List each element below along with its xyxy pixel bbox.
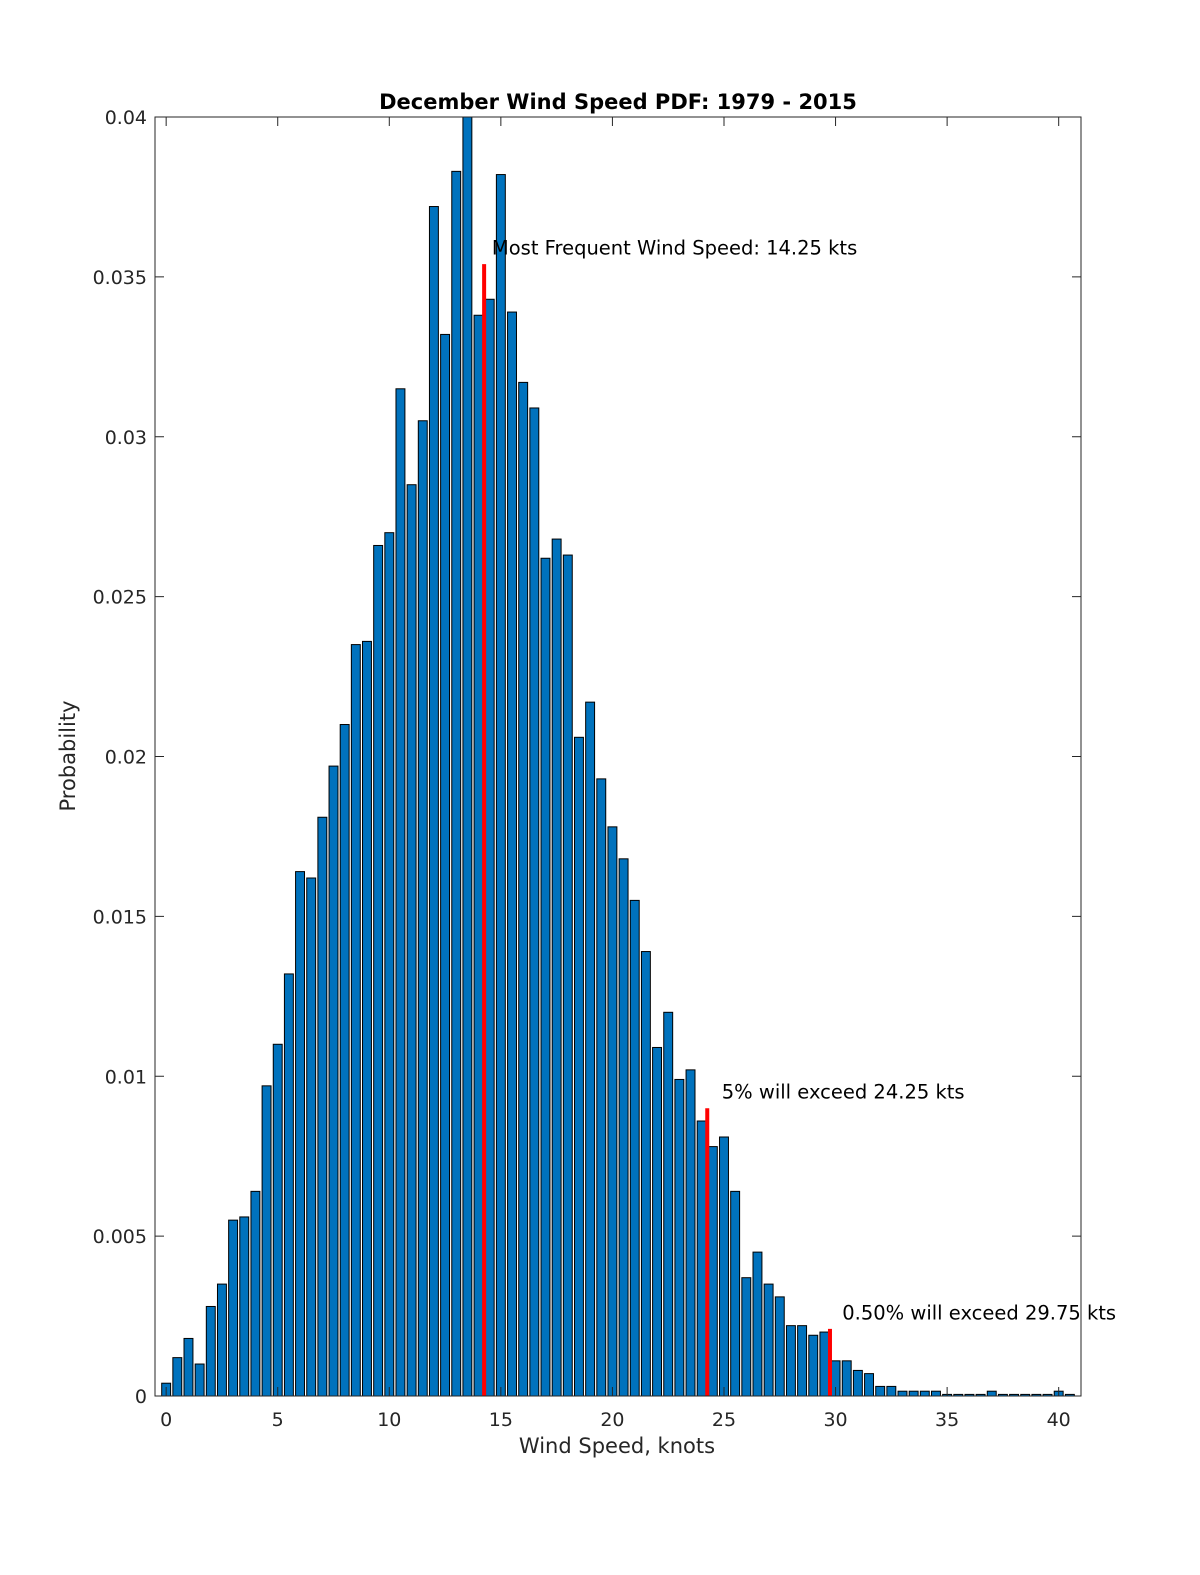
histogram-bar <box>473 314 484 1397</box>
histogram-bar <box>507 311 517 1397</box>
histogram-bar <box>663 1011 674 1397</box>
y-axis-label: Probability <box>56 700 80 811</box>
histogram-bar <box>362 640 372 1397</box>
marker-annotation: 0.50% will exceed 29.75 kts <box>842 1301 1116 1324</box>
x-tick-label: 15 <box>489 1409 513 1431</box>
histogram-bar <box>484 298 495 1397</box>
histogram-bar <box>585 701 596 1397</box>
histogram-bar <box>417 420 428 1397</box>
histogram-bar <box>618 858 629 1397</box>
histogram-bar <box>774 1296 785 1397</box>
histogram-bar <box>752 1251 763 1397</box>
histogram-bar <box>261 1085 272 1397</box>
histogram-bar <box>306 877 317 1397</box>
x-tick-label: 20 <box>600 1409 624 1431</box>
chart-title: December Wind Speed PDF: 1979 - 2015 <box>379 90 857 114</box>
histogram-bar <box>785 1325 796 1397</box>
histogram-bar <box>462 116 473 1397</box>
histogram-bar <box>228 1219 239 1397</box>
histogram-bar <box>875 1385 886 1397</box>
histogram-bar <box>529 407 540 1397</box>
y-tick-label: 0.005 <box>93 1226 147 1248</box>
histogram-bar <box>719 1136 729 1397</box>
histogram-bar <box>674 1078 685 1397</box>
x-axis-label: Wind Speed, knots <box>519 1434 715 1458</box>
x-tick-label: 30 <box>823 1409 847 1431</box>
histogram-bar <box>451 170 462 1397</box>
histogram-bar <box>841 1360 852 1397</box>
histogram-bar <box>562 554 573 1397</box>
histogram-bar <box>272 1043 283 1397</box>
histogram-bar <box>540 557 551 1397</box>
histogram-bar <box>730 1190 741 1397</box>
histogram-bar <box>339 724 350 1397</box>
histogram-bar <box>373 544 384 1397</box>
histogram-bar <box>295 871 306 1397</box>
histogram-bar <box>652 1046 663 1397</box>
histogram-bar <box>518 381 529 1397</box>
histogram-bar <box>797 1325 808 1397</box>
histogram-bar <box>384 532 395 1397</box>
histogram-bar <box>250 1190 261 1397</box>
histogram-bar <box>808 1334 819 1397</box>
x-tick-label: 5 <box>272 1409 284 1431</box>
y-tick-label: 0.02 <box>105 747 147 769</box>
histogram-bar <box>172 1357 183 1397</box>
histogram-bar <box>573 736 584 1397</box>
histogram-bar <box>395 388 406 1397</box>
histogram-bar <box>406 484 417 1397</box>
histogram-bar <box>629 899 640 1397</box>
histogram-bar <box>763 1283 774 1397</box>
marker-annotation: 5% will exceed 24.25 kts <box>722 1081 965 1104</box>
histogram-bar <box>707 1146 718 1397</box>
histogram-bar <box>440 333 451 1397</box>
y-tick-label: 0.03 <box>105 427 147 449</box>
histogram-bar <box>317 816 328 1397</box>
histogram-bar <box>428 206 439 1397</box>
x-tick-label: 40 <box>1047 1409 1071 1431</box>
x-tick-label: 35 <box>935 1409 959 1431</box>
histogram-bar <box>819 1331 830 1397</box>
x-tick-label: 10 <box>377 1409 401 1431</box>
markers: Most Frequent Wind Speed: 14.25 kts 5% wi… <box>482 236 1116 1396</box>
histogram-bar <box>205 1305 216 1397</box>
histogram-bar <box>283 973 294 1397</box>
y-tick-label: 0.025 <box>93 587 147 609</box>
histogram-bar <box>986 1390 997 1397</box>
histogram-bar <box>741 1277 752 1397</box>
histogram-bar <box>216 1283 227 1397</box>
y-tick-label: 0.04 <box>105 107 147 129</box>
histogram-bar <box>350 644 361 1397</box>
histogram-bar <box>685 1069 696 1397</box>
histogram-bar <box>607 826 618 1397</box>
histogram-bar <box>897 1390 908 1397</box>
histogram-bar <box>908 1390 919 1397</box>
histogram-bar <box>183 1337 194 1397</box>
y-tick-label: 0.015 <box>93 906 147 928</box>
x-tick-label: 25 <box>712 1409 736 1431</box>
histogram-bar <box>495 174 506 1397</box>
histogram-bar <box>886 1385 897 1397</box>
histogram-bar <box>931 1390 941 1397</box>
histogram-bar <box>864 1373 874 1397</box>
histogram-bar <box>596 778 607 1397</box>
histogram-bar <box>194 1363 205 1397</box>
y-tick-label: 0.035 <box>93 267 147 289</box>
histogram-bar <box>239 1216 250 1397</box>
y-tick-label: 0.01 <box>105 1066 147 1088</box>
histogram-bar <box>328 765 339 1397</box>
y-tick-label: 0 <box>135 1386 147 1408</box>
histogram-bar <box>696 1120 707 1397</box>
axes: 0 5 10 15 20 25 30 35 40 0 0.005 0.01 0.015 0.02 0.025… <box>93 107 1082 1431</box>
x-tick-label: 0 <box>160 1409 172 1431</box>
marker-annotation: Most Frequent Wind Speed: 14.25 kts <box>492 236 857 259</box>
histogram-bar <box>852 1369 863 1397</box>
histogram-bar <box>551 538 562 1397</box>
histogram-bar <box>919 1390 930 1397</box>
histogram-bar <box>640 951 651 1397</box>
